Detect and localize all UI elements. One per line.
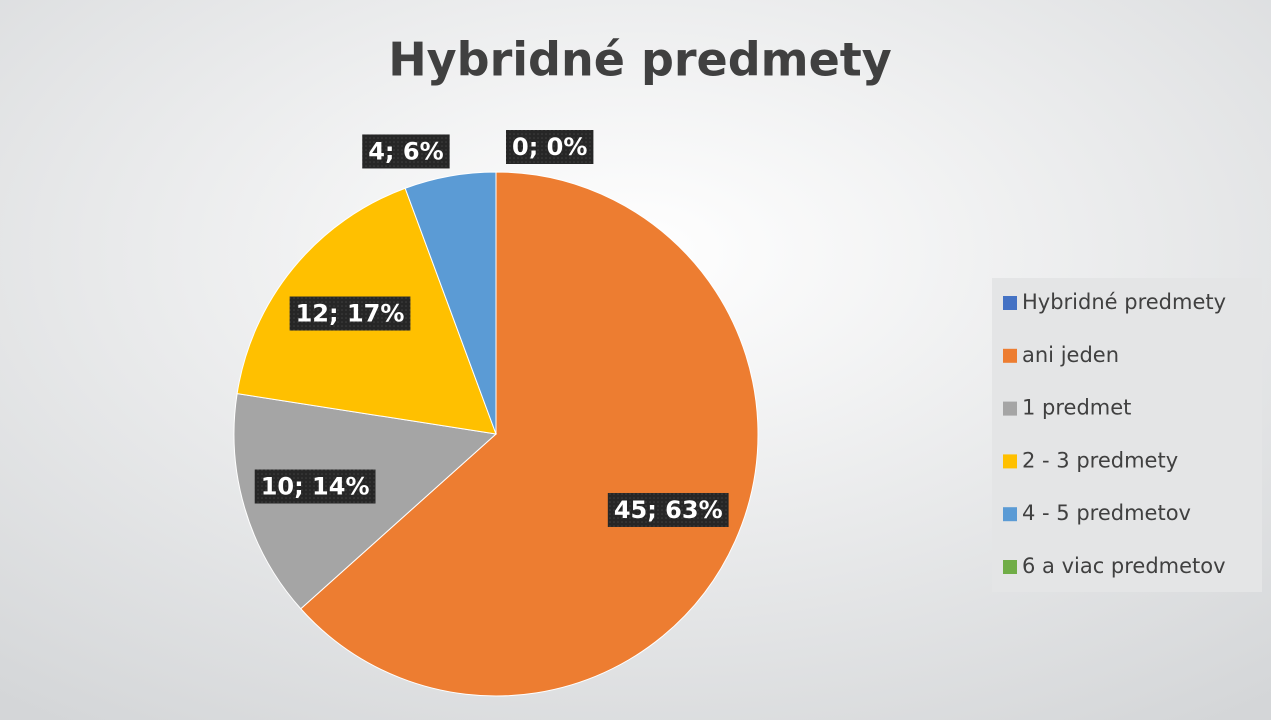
legend-label: ani jeden xyxy=(1022,343,1119,367)
chart-title: Hybridné predmety xyxy=(388,33,892,87)
legend-swatch xyxy=(1003,401,1017,416)
pie-slice xyxy=(300,171,759,697)
data-label-bg xyxy=(289,296,411,331)
legend xyxy=(992,278,1262,592)
legend-swatch xyxy=(1003,560,1017,574)
data-label-bg xyxy=(607,492,729,527)
data-label: 4; 6% xyxy=(368,137,443,165)
data-label-bg xyxy=(254,469,376,504)
legend-swatch xyxy=(1003,454,1017,469)
legend-label: Hybridné predmety xyxy=(1022,290,1226,314)
data-label: 10; 14% xyxy=(261,473,370,501)
legend-label: 6 a viac predmetov xyxy=(1022,554,1226,578)
legend-label: 4 - 5 predmetov xyxy=(1022,501,1191,525)
legend-swatch xyxy=(1003,296,1017,310)
legend-swatch xyxy=(1003,507,1017,522)
legend-label: 1 predmet xyxy=(1022,396,1131,420)
data-label: 12; 17% xyxy=(296,300,405,328)
legend-swatch xyxy=(1003,348,1017,363)
legend-label: 2 - 3 predmety xyxy=(1022,448,1178,472)
data-label: 0; 0% xyxy=(512,133,587,161)
data-label-bg xyxy=(506,130,594,164)
data-label-bg xyxy=(362,134,450,169)
pie-slice xyxy=(404,171,497,435)
data-label: 45; 63% xyxy=(614,496,723,524)
